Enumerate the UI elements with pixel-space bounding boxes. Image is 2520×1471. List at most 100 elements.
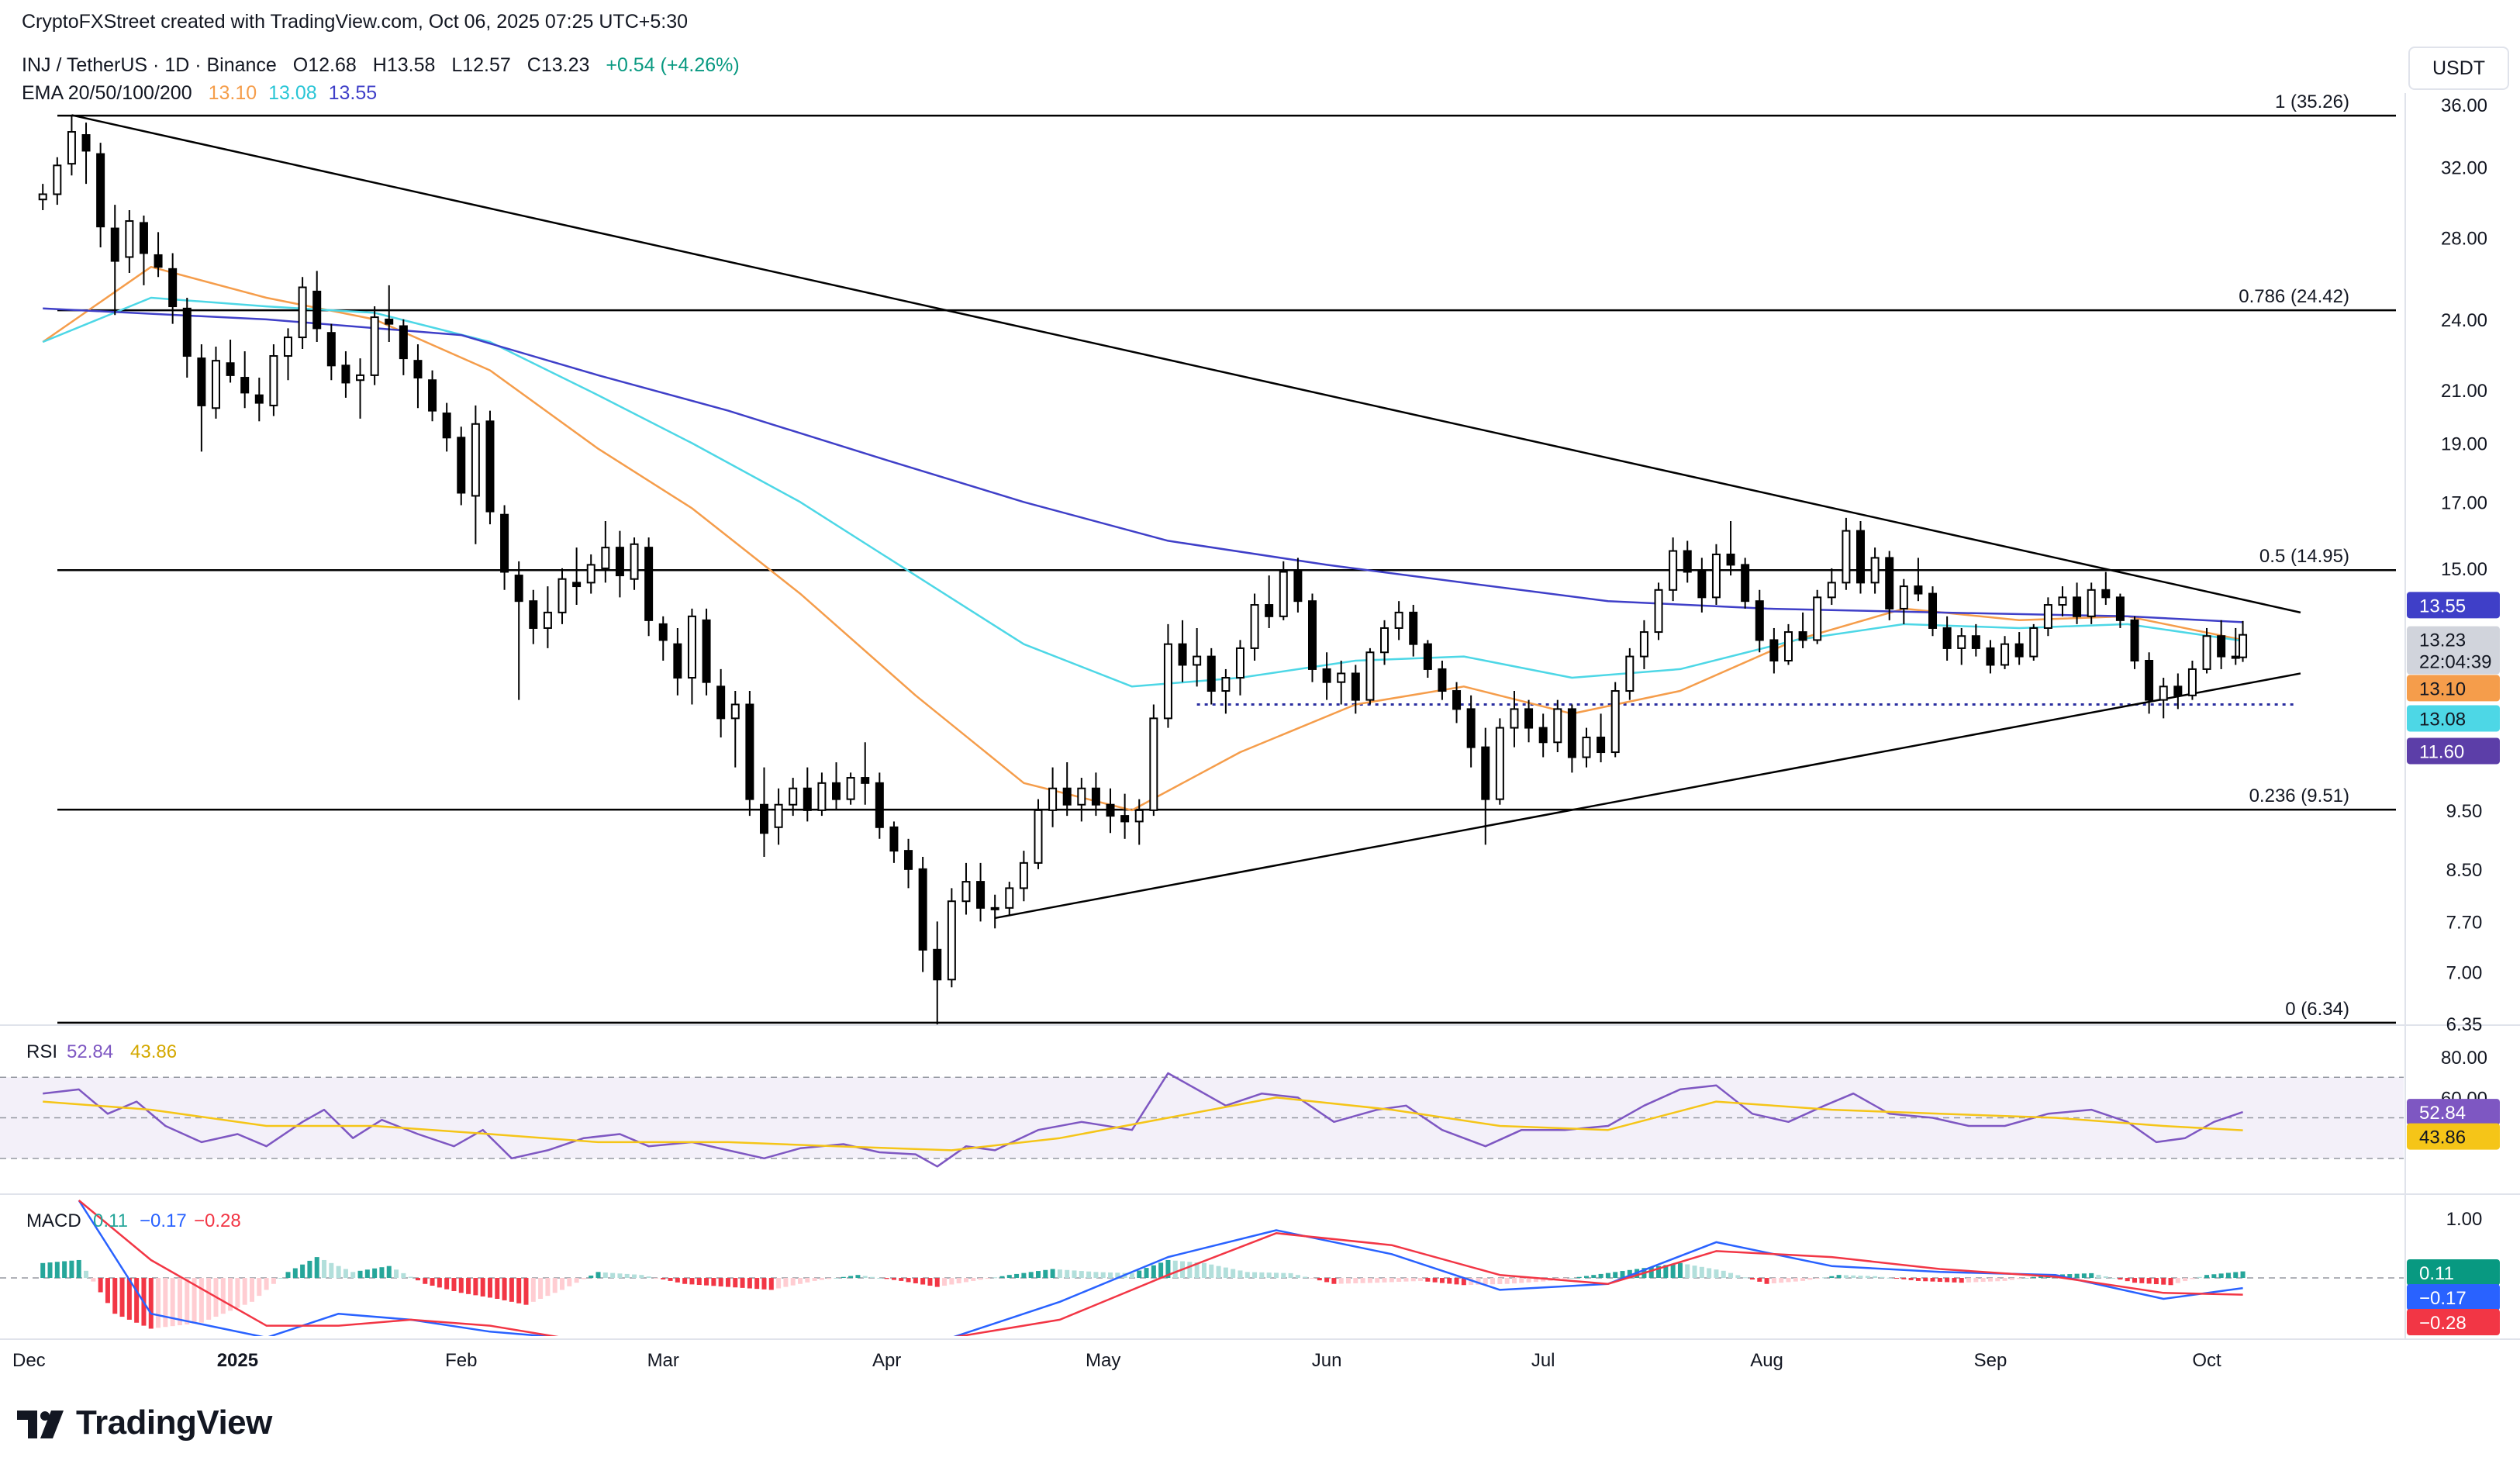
candle-body	[2029, 627, 2038, 658]
macd-histogram-bar	[379, 1267, 385, 1279]
macd-histogram-bar	[98, 1278, 103, 1293]
macd-histogram-bar	[661, 1278, 666, 1279]
macd-histogram-bar	[1591, 1275, 1597, 1279]
fib-level-label: 1 (35.26)	[2275, 92, 2349, 112]
candle-body	[1235, 647, 1244, 679]
candle-body	[1899, 585, 1908, 609]
candle-body	[457, 437, 466, 494]
macd-histogram-bar	[1353, 1278, 1358, 1283]
candle-body	[1307, 600, 1317, 670]
macd-histogram-bar	[530, 1278, 536, 1302]
candle-body	[730, 703, 740, 720]
macd-histogram-bar	[40, 1262, 46, 1279]
macd-histogram-bar	[1742, 1277, 1748, 1279]
macd-histogram-bar	[307, 1260, 312, 1279]
macd-histogram-bar	[185, 1278, 190, 1324]
candle-body	[1957, 635, 1966, 649]
macd-histogram-bar	[2009, 1278, 2014, 1280]
candle-body	[2073, 596, 2082, 617]
macd-histogram-bar	[632, 1274, 637, 1279]
macd-histogram-bar	[192, 1278, 197, 1324]
signal-price-tag: −0.28	[2419, 1313, 2466, 1334]
macd-histogram-bar	[1605, 1272, 1610, 1279]
candle-body	[1481, 746, 1490, 800]
macd-histogram-bar	[1108, 1272, 1113, 1279]
macd-histogram-bar	[1418, 1278, 1424, 1281]
trendline	[71, 114, 2301, 614]
candle-body	[1928, 592, 1938, 629]
candle-body	[1914, 585, 1923, 595]
candle-body	[2014, 643, 2024, 658]
last-price-tag: 22:04:39	[2419, 652, 2491, 673]
signal-line	[78, 1200, 2243, 1336]
brand-name: TradingView	[76, 1404, 272, 1442]
macd-histogram-bar	[177, 1278, 182, 1326]
ema-legend[interactable]: EMA 20/50/100/200 13.10 13.08 13.55	[22, 82, 388, 105]
macd-histogram-bar	[855, 1275, 861, 1279]
macd-histogram-bar	[1338, 1278, 1344, 1284]
symbol-name[interactable]: INJ / TetherUS · 1D · Binance	[22, 54, 277, 76]
macd-histogram-bar	[444, 1278, 450, 1290]
macd-histogram-bar	[1432, 1278, 1438, 1283]
macd-histogram-bar	[1584, 1276, 1589, 1279]
candle-body	[1842, 530, 1851, 584]
macd-histogram-bar	[617, 1273, 623, 1279]
macd-histogram-bar	[1006, 1275, 1012, 1279]
macd-histogram-bar	[1894, 1278, 1900, 1279]
candle-body	[125, 220, 134, 258]
macd-histogram-bar	[1987, 1278, 1993, 1282]
candle-body	[2159, 685, 2168, 701]
ohlc-low: L12.57	[451, 54, 511, 76]
ema200-price-tag-bg	[2407, 592, 2500, 619]
macd-histogram-bar	[956, 1278, 961, 1283]
candle-body	[500, 513, 509, 573]
macd-histogram-bar	[1454, 1278, 1459, 1285]
macd-legend-value: −0.17	[140, 1210, 187, 1231]
macd-histogram-bar	[156, 1278, 161, 1328]
macd-histogram-bar	[1079, 1271, 1084, 1279]
macd-histogram-bar	[1476, 1278, 1481, 1285]
macd-histogram-bar	[84, 1270, 89, 1279]
candle-body	[1625, 655, 1635, 692]
symbol-legend[interactable]: INJ / TetherUS · 1D · Binance O12.68 H13…	[22, 54, 751, 77]
macd-histogram-bar	[1115, 1272, 1120, 1279]
macd-histogram-bar	[300, 1264, 306, 1279]
macd-histogram-bar	[1382, 1278, 1387, 1283]
macd-histogram-bar	[560, 1278, 565, 1290]
macd-histogram-bar	[877, 1278, 882, 1279]
candle-body	[485, 420, 495, 513]
macd-histogram-bar	[906, 1278, 911, 1283]
macd-histogram-bar	[595, 1272, 601, 1279]
macd-histogram-bar	[2002, 1278, 2007, 1281]
macd-histogram-bar	[1980, 1278, 1986, 1283]
macd-histogram-bar	[1490, 1278, 1496, 1285]
macd-histogram-bar	[1281, 1272, 1286, 1279]
price-tick-label: 17.00	[2441, 492, 2487, 513]
macd-histogram-bar	[343, 1269, 348, 1279]
macd-histogram-bar	[2175, 1278, 2180, 1283]
macd-histogram-bar	[2111, 1278, 2116, 1279]
candle-body	[254, 394, 264, 404]
candle-body	[110, 227, 119, 262]
macd-histogram-bar	[2139, 1278, 2145, 1283]
candle-body	[428, 379, 437, 412]
rsi-ma-line	[43, 1096, 2243, 1152]
chart-caption: CryptoFXStreet created with TradingView.…	[22, 11, 689, 33]
macd-hist-price-tag: 0.11	[2419, 1263, 2454, 1284]
candle-body	[312, 290, 322, 330]
candle-body	[1510, 708, 1519, 729]
macd-histogram-bar	[1945, 1278, 1950, 1283]
macd-histogram-bar	[1829, 1276, 1835, 1279]
candle-body	[658, 623, 668, 641]
macd-histogram-bar	[1194, 1262, 1200, 1279]
macd-histogram-bar	[2218, 1273, 2224, 1279]
last-price-tag-bg	[2407, 626, 2500, 675]
fib-level-label: 0 (6.34)	[2285, 999, 2349, 1020]
macd-histogram-bar	[2067, 1274, 2073, 1279]
candle-body	[2217, 635, 2226, 658]
macd-histogram-bar	[653, 1278, 658, 1279]
currency-button[interactable]: USDT	[2408, 47, 2509, 90]
macd-histogram-bar	[589, 1275, 594, 1279]
